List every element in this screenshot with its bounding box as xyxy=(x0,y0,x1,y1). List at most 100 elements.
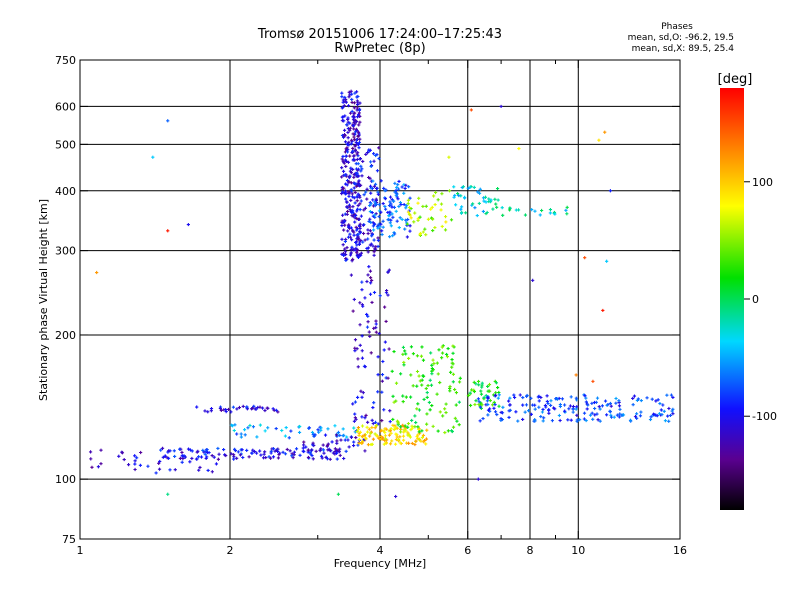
data-point xyxy=(368,269,373,273)
data-point xyxy=(521,417,525,422)
data-point xyxy=(393,442,398,446)
data-point xyxy=(154,471,158,475)
x-tick-label: 16 xyxy=(673,544,687,557)
data-point xyxy=(338,453,342,457)
colorbar xyxy=(720,88,744,510)
data-point xyxy=(341,159,345,163)
data-point xyxy=(367,219,371,224)
data-point xyxy=(355,251,359,255)
data-point xyxy=(366,228,370,232)
data-point xyxy=(252,404,256,408)
data-point xyxy=(486,413,490,417)
data-point xyxy=(356,357,360,361)
data-point xyxy=(364,437,368,441)
data-point xyxy=(499,104,503,109)
data-point xyxy=(352,426,356,430)
data-point xyxy=(342,456,346,461)
data-point xyxy=(246,426,250,430)
data-point xyxy=(352,135,356,139)
data-point xyxy=(343,95,347,100)
data-point xyxy=(523,410,527,414)
data-point xyxy=(382,408,386,412)
data-point xyxy=(609,404,613,408)
data-point xyxy=(371,405,375,410)
data-point xyxy=(478,187,482,191)
data-point xyxy=(381,219,385,223)
data-point xyxy=(420,429,424,433)
data-point xyxy=(419,439,423,443)
data-point xyxy=(645,396,649,400)
data-point xyxy=(353,338,358,342)
data-point xyxy=(429,383,434,387)
data-point xyxy=(459,207,463,211)
data-point xyxy=(455,419,459,423)
data-point xyxy=(310,430,315,435)
data-point xyxy=(405,235,409,239)
data-point xyxy=(366,231,370,236)
data-point xyxy=(237,405,242,410)
data-point xyxy=(255,451,259,455)
data-point xyxy=(420,378,424,382)
data-point xyxy=(508,408,512,412)
data-point xyxy=(122,457,126,462)
data-point xyxy=(492,400,496,404)
data-point xyxy=(345,257,349,261)
data-point xyxy=(481,209,485,214)
data-point xyxy=(387,214,391,218)
data-point xyxy=(188,448,193,452)
data-point xyxy=(304,445,308,449)
data-point xyxy=(395,419,400,423)
data-point xyxy=(357,441,361,446)
data-point xyxy=(590,401,594,405)
data-point xyxy=(331,451,336,455)
data-point xyxy=(358,114,362,119)
data-point xyxy=(395,435,399,439)
data-point xyxy=(338,447,342,451)
data-point xyxy=(375,169,380,173)
data-point xyxy=(447,189,452,193)
data-point xyxy=(593,406,597,411)
data-point xyxy=(196,455,201,459)
data-point xyxy=(352,196,356,200)
data-point xyxy=(190,456,194,461)
data-point xyxy=(95,270,99,275)
data-point xyxy=(406,425,410,429)
data-point xyxy=(383,189,387,193)
data-point xyxy=(533,407,537,411)
data-point xyxy=(348,121,352,125)
data-point xyxy=(453,387,457,392)
data-point xyxy=(495,205,499,209)
data-point xyxy=(435,361,439,365)
data-point xyxy=(395,426,399,430)
data-point xyxy=(382,442,386,446)
data-point xyxy=(180,460,184,464)
data-point xyxy=(358,202,362,206)
data-point xyxy=(308,450,312,454)
data-point xyxy=(485,399,489,403)
data-point xyxy=(353,201,357,205)
data-point xyxy=(371,421,375,426)
x-tick-label: 4 xyxy=(377,544,384,557)
data-point xyxy=(377,214,381,219)
data-point xyxy=(494,202,498,206)
data-point xyxy=(341,220,345,225)
data-point xyxy=(205,450,209,455)
data-point xyxy=(178,447,182,451)
data-point xyxy=(355,237,359,241)
data-point xyxy=(359,169,363,173)
phase-legend: Phases mean, sd,O: -96.2, 19.5 mean, sd,… xyxy=(560,22,734,55)
data-point xyxy=(294,447,299,451)
data-point xyxy=(269,451,273,455)
data-point xyxy=(358,301,362,305)
data-point xyxy=(345,209,350,214)
data-point xyxy=(370,278,374,283)
data-point xyxy=(146,464,150,468)
data-point xyxy=(475,213,479,218)
data-point xyxy=(374,153,378,158)
data-point xyxy=(247,455,251,459)
data-point xyxy=(374,245,378,249)
data-point xyxy=(380,372,385,377)
data-point xyxy=(354,417,358,421)
data-point xyxy=(358,343,362,347)
data-point xyxy=(605,259,609,263)
